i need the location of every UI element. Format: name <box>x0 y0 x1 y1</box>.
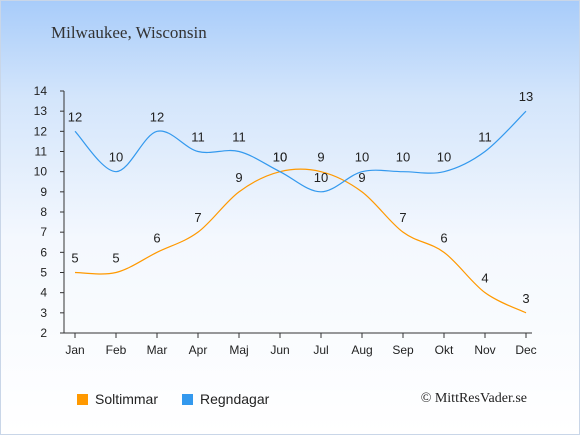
x-tick-label: Sep <box>392 343 414 357</box>
y-tick-label: 3 <box>40 306 47 320</box>
y-tick-label: 5 <box>40 266 47 280</box>
y-tick-label: 4 <box>40 286 47 300</box>
data-label-regndagar: 11 <box>478 130 492 145</box>
y-tick-label: 11 <box>35 145 48 159</box>
axes: 2 3 4 5 6 7 8 9 10 11 12 13 14 Jan Feb Mar Apr Maj Jun Jul A… <box>34 84 537 357</box>
data-label-regndagar: 10 <box>273 150 287 165</box>
y-tick-label: 8 <box>40 205 47 219</box>
x-tick-label: Dec <box>515 343 536 357</box>
data-label-regndagar: 11 <box>232 130 246 145</box>
data-label-regndagar: 11 <box>191 130 205 145</box>
x-tick-label: Feb <box>106 343 127 357</box>
x-tick-label: Aug <box>351 343 372 357</box>
series-lines <box>74 110 527 314</box>
data-label-soltimmar: 5 <box>71 251 78 266</box>
y-tick-label: 13 <box>34 104 48 118</box>
copyright-text: © MittResVader.se <box>420 391 527 406</box>
y-tick-label: 10 <box>34 165 48 179</box>
x-tick-label: Jan <box>65 343 84 357</box>
y-tick-label: 2 <box>40 326 47 340</box>
x-tick-label: Okt <box>435 343 454 357</box>
data-label-soltimmar: 7 <box>399 210 406 225</box>
data-label-soltimmar: 10 <box>273 150 287 165</box>
y-tick-label: 14 <box>34 84 48 98</box>
x-tick-label: Jun <box>270 343 289 357</box>
data-label-regndagar: 10 <box>109 150 123 165</box>
legend-label-regndagar: Regndagar <box>200 391 270 407</box>
series-line-regndagar <box>74 110 527 193</box>
chart-title: Milwaukee, Wisconsin <box>51 23 207 42</box>
x-tick-label: Maj <box>229 343 248 357</box>
x-tick-label: Jul <box>313 343 328 357</box>
data-label-soltimmar: 6 <box>440 230 447 245</box>
data-label-regndagar: 10 <box>396 150 410 165</box>
y-tick-label: 12 <box>34 124 48 138</box>
legend-label-soltimmar: Soltimmar <box>95 391 159 407</box>
y-tick-label: 7 <box>40 225 47 239</box>
legend-swatch-soltimmar <box>77 393 88 405</box>
legend-item-soltimmar: Soltimmar <box>77 391 158 407</box>
series-line-soltimmar <box>74 168 527 314</box>
data-label-regndagar: 10 <box>437 150 451 165</box>
x-tick-label: Nov <box>474 343 495 357</box>
data-label-soltimmar: 9 <box>317 150 324 165</box>
data-label-regndagar: 10 <box>355 150 369 165</box>
data-label-regndagar: 10 <box>314 170 328 185</box>
legend-item-regndagar: Regndagar <box>182 391 269 407</box>
x-tick-label: Apr <box>189 343 208 357</box>
data-label-soltimmar: 7 <box>194 210 201 225</box>
x-tick-label: Mar <box>147 343 168 357</box>
data-label-regndagar: 12 <box>68 109 82 124</box>
data-label-soltimmar: 9 <box>358 170 365 185</box>
data-label-soltimmar: 6 <box>153 230 160 245</box>
data-label-soltimmar: 3 <box>522 291 529 306</box>
data-label-regndagar: 13 <box>519 89 533 104</box>
data-label-soltimmar: 9 <box>235 170 242 185</box>
data-label-regndagar: 12 <box>150 109 164 124</box>
data-label-soltimmar: 5 <box>112 251 119 266</box>
legend-swatch-regndagar <box>182 393 193 405</box>
y-tick-label: 6 <box>40 245 47 259</box>
data-label-soltimmar: 4 <box>481 271 488 286</box>
y-tick-label: 9 <box>40 185 47 199</box>
